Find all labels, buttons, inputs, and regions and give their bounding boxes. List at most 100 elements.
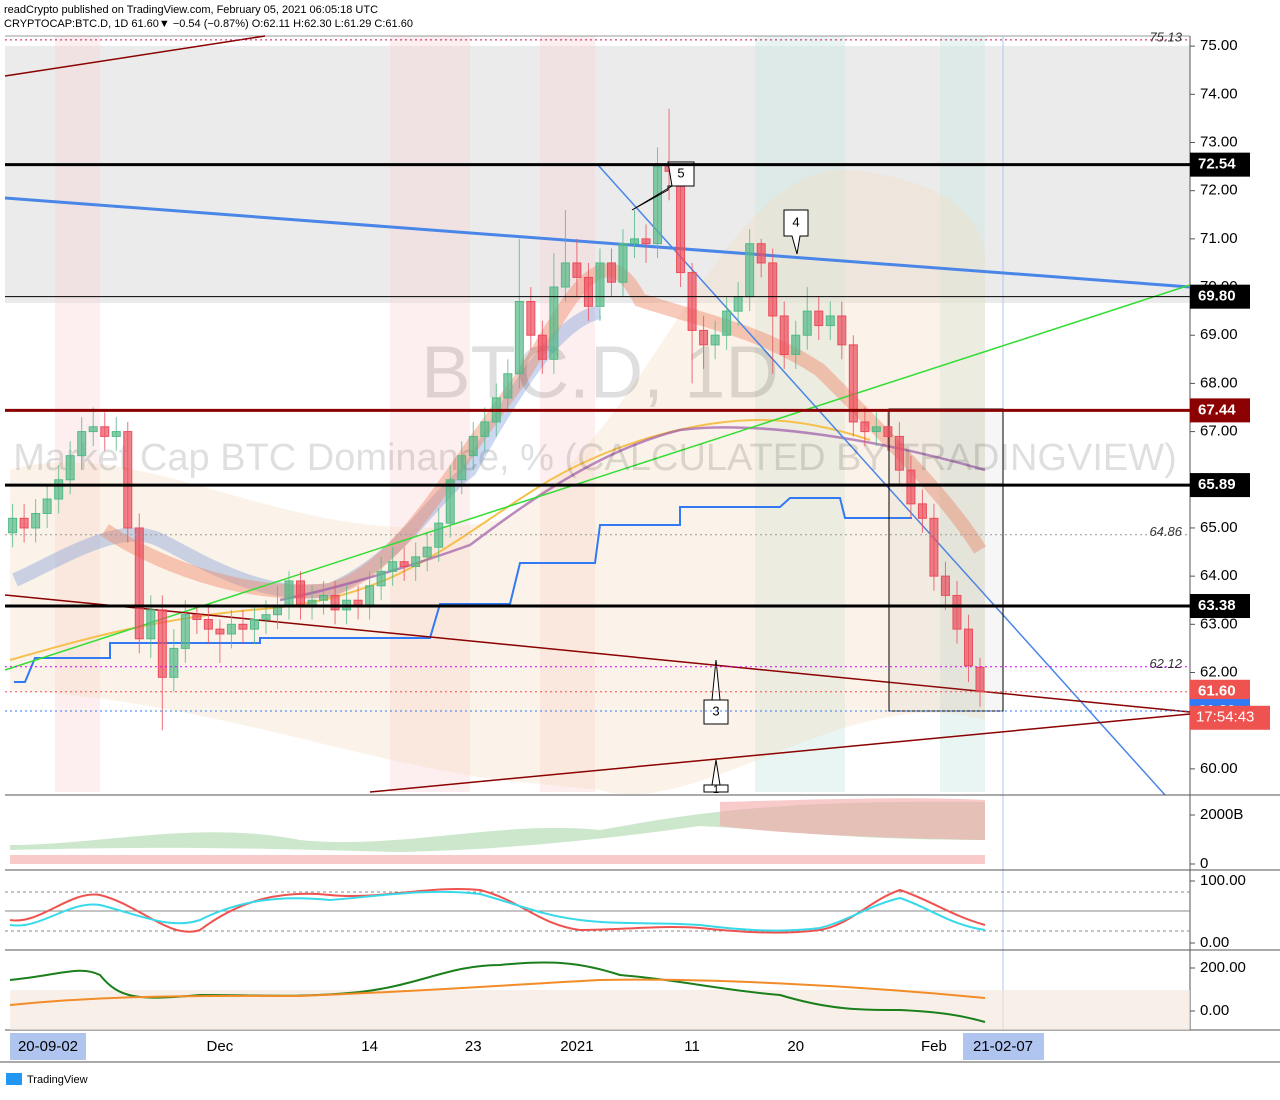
shade-band [755,36,845,792]
pane-tick-label: 2000B [1200,806,1243,823]
trend-line [4,35,266,77]
candle-body [19,517,29,529]
axis-highlight [963,1033,1044,1060]
candle-body [468,435,478,457]
candle-body [641,238,651,245]
axis-highlight-label: 21-02-07 [973,1038,1033,1055]
candle-body [388,561,398,572]
candle-body [365,585,375,606]
candle-body [860,421,870,433]
candle-body [848,344,858,423]
candle-body [745,243,755,298]
callout-label: 5 [677,165,684,180]
price-label: 69.80 [1198,288,1236,305]
candle-body [203,619,213,630]
x-tick-label: 2021 [560,1038,593,1055]
y-tick-label: 64.00 [1200,567,1238,584]
footer-logo [6,1073,22,1085]
candle-body [952,594,962,630]
candle-body [376,570,386,587]
candle-body [157,609,167,678]
pane-tick-label: 0.00 [1200,1002,1229,1019]
y-tick-label: 71.00 [1200,230,1238,247]
level-note: 75.13 [1149,29,1182,44]
candle-body [537,334,547,360]
publisher-line: readCrypto published on TradingView.com,… [4,4,378,16]
candle-body [802,310,812,336]
candle-body [825,315,835,327]
candle-body [169,647,179,678]
y-tick-label: 73.00 [1200,133,1238,150]
price-label: 65.89 [1198,476,1236,493]
oscillator [9,890,986,932]
candle-body [514,300,524,375]
candle-body [710,334,720,346]
candle-body [883,426,893,437]
candle-body [733,296,743,312]
y-tick-label: 74.00 [1200,85,1238,102]
candle-body [422,546,432,558]
moving-average [9,418,871,661]
candle-body [123,431,133,529]
moving-average [279,426,986,602]
candle-body [88,426,98,433]
watermark-description: Market Cap BTC Dominance, % (CALCULATED … [13,437,1177,479]
pane-tick-label: 200.00 [1200,959,1246,976]
candle-body [180,614,190,649]
shade-band [55,36,100,792]
ema-ribbon [12,305,602,599]
shade-band [940,36,985,792]
shade-band [540,36,595,792]
axis-highlight [10,1033,86,1060]
candle-body [894,435,904,471]
x-tick-label: 11 [684,1038,700,1055]
candle-body [837,315,847,346]
x-tick-label: 23 [465,1038,482,1055]
x-tick-label: 14 [361,1038,378,1055]
candle-body [572,262,582,278]
y-tick-label: 60.00 [1200,760,1238,777]
symbol-line: CRYPTOCAP:BTC.D, 1D 61.60▼ −0.54 (−0.87%… [4,18,413,30]
candle-body [445,479,455,524]
candle-body [353,599,363,606]
candle-body [779,315,789,355]
price-label-box [1190,398,1250,423]
candle-body [215,628,225,635]
candle-body [399,561,409,568]
level-note: 64.86 [1149,524,1182,539]
candle-body [330,594,340,611]
price-label: 72.54 [1198,156,1236,173]
level-note: 62.12 [1149,656,1182,671]
candle-body [31,512,41,529]
candle-body [917,503,927,519]
price-label: 67.44 [1198,401,1236,418]
candle-body [929,517,939,577]
candle-body [687,272,697,331]
candle-body [963,628,973,667]
candle-body [77,431,87,457]
cloud [10,169,985,795]
countdown: 17:54:43 [1196,709,1254,726]
x-tick-label: Feb [921,1038,947,1055]
candle-body [457,455,467,481]
candle-body [618,243,628,283]
candle-body [630,238,639,245]
pane-tick-label: 100.00 [1200,872,1246,889]
price-label-box [1190,284,1250,309]
callout [783,209,809,255]
candle-body [226,623,236,635]
candle-body [940,575,950,596]
candle-body [975,666,985,693]
indicator-line [9,961,986,1023]
y-tick-label: 65.00 [1200,519,1238,536]
footer-text: TradingView [27,1074,88,1086]
candle-body [111,431,121,437]
candle-body [296,580,306,606]
price-label: 63.38 [1198,597,1236,614]
trend-line [4,196,1191,289]
x-tick-label: 20 [787,1038,804,1055]
watermark-symbol: BTC.D, 1D [421,331,779,414]
candle-body [906,469,916,505]
axis-highlight-label: 20-09-02 [18,1038,78,1055]
